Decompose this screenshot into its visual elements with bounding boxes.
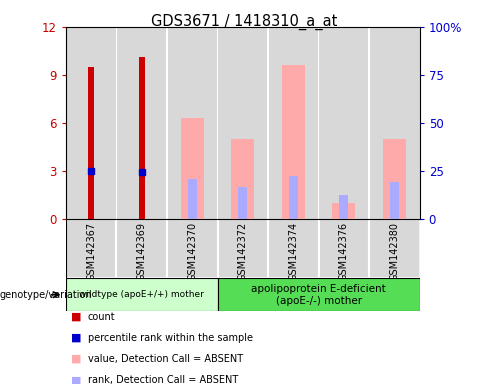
Bar [390, 182, 399, 219]
Bar [369, 27, 420, 219]
Bar [139, 57, 145, 219]
Bar [282, 65, 305, 219]
Bar [231, 139, 254, 219]
Bar [181, 118, 203, 219]
Bar [383, 139, 406, 219]
Bar [166, 27, 168, 219]
Text: ■: ■ [71, 375, 81, 384]
Text: apolipoprotein E-deficient
(apoE-/-) mother: apolipoprotein E-deficient (apoE-/-) mot… [251, 284, 386, 306]
Bar [339, 195, 348, 219]
Bar [218, 27, 268, 219]
Bar [268, 219, 319, 278]
Text: value, Detection Call = ABSENT: value, Detection Call = ABSENT [88, 354, 243, 364]
Bar [319, 219, 369, 278]
Text: ■: ■ [71, 354, 81, 364]
Bar [332, 203, 355, 219]
Text: wildtype (apoE+/+) mother: wildtype (apoE+/+) mother [79, 290, 204, 299]
Text: ■: ■ [71, 333, 81, 343]
Bar [167, 219, 218, 278]
Bar [318, 27, 319, 219]
Text: GSM142367: GSM142367 [86, 222, 96, 281]
Text: GSM142369: GSM142369 [137, 222, 147, 281]
Bar [66, 27, 117, 219]
Bar [218, 219, 268, 278]
Text: GDS3671 / 1418310_a_at: GDS3671 / 1418310_a_at [151, 13, 337, 30]
Text: GSM142372: GSM142372 [238, 222, 248, 281]
Bar [268, 27, 319, 219]
Text: GSM142370: GSM142370 [187, 222, 197, 281]
Bar [88, 67, 94, 219]
Bar [267, 27, 269, 219]
Bar [66, 219, 117, 278]
Bar [289, 176, 298, 219]
Bar [117, 27, 167, 219]
Bar [238, 187, 247, 219]
Text: count: count [88, 312, 116, 322]
Text: percentile rank within the sample: percentile rank within the sample [88, 333, 253, 343]
Bar [188, 179, 197, 219]
Text: GSM142374: GSM142374 [288, 222, 298, 281]
Text: GSM142380: GSM142380 [389, 222, 399, 281]
Bar [217, 27, 218, 219]
Bar [319, 27, 369, 219]
Text: genotype/variation: genotype/variation [0, 290, 93, 300]
Bar [218, 278, 420, 311]
Bar [369, 219, 420, 278]
Bar [116, 27, 117, 219]
Text: rank, Detection Call = ABSENT: rank, Detection Call = ABSENT [88, 375, 238, 384]
Bar [66, 278, 218, 311]
Text: ■: ■ [71, 312, 81, 322]
Bar [368, 27, 370, 219]
Text: GSM142376: GSM142376 [339, 222, 349, 281]
Bar [117, 219, 167, 278]
Bar [167, 27, 218, 219]
